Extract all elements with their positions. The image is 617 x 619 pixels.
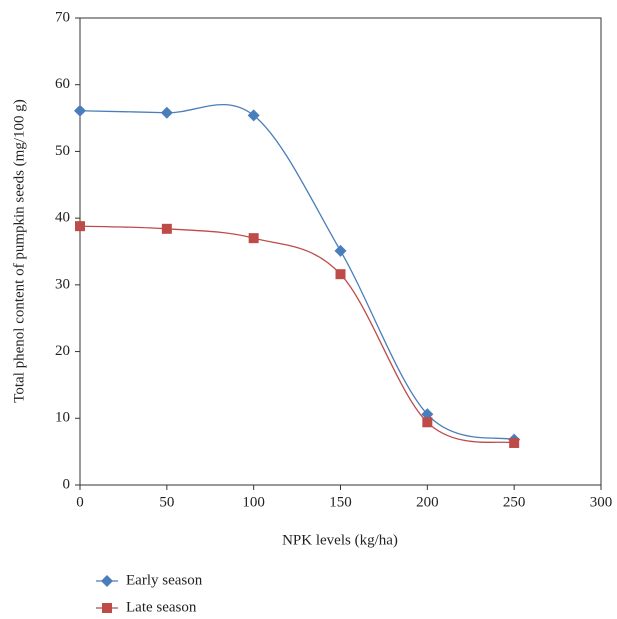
data-point (160, 106, 173, 119)
series-line (79, 225, 515, 444)
x-tick-label: 200 (416, 494, 439, 510)
data-point (161, 223, 172, 234)
y-tick-label: 70 (55, 9, 70, 25)
data-point (74, 104, 86, 117)
x-tick-label: 250 (503, 494, 526, 510)
data-point (75, 221, 85, 232)
y-tick-label: 10 (55, 410, 70, 426)
data-point (248, 233, 259, 244)
y-tick-label: 0 (63, 476, 71, 492)
x-tick-label: 150 (329, 494, 352, 510)
y-tick-label: 60 (55, 76, 70, 92)
x-tick-label: 0 (76, 494, 84, 510)
legend-label: Late season (126, 599, 197, 615)
y-tick-label: 30 (55, 276, 70, 292)
x-tick-label: 100 (242, 494, 265, 510)
data-point (335, 269, 346, 280)
legend-marker (102, 603, 112, 613)
y-tick-label: 50 (55, 143, 70, 159)
x-tick-label: 50 (159, 494, 174, 510)
series-line (79, 103, 515, 441)
data-point (247, 109, 260, 122)
data-point (421, 408, 434, 421)
y-tick-label: 20 (55, 343, 70, 359)
legend-marker (101, 575, 113, 587)
data-point (422, 417, 433, 428)
x-tick-label: 300 (590, 494, 613, 510)
y-axis-label: Total phenol content of pumpkin seeds (m… (11, 99, 27, 402)
data-point (334, 244, 347, 257)
x-axis-label: NPK levels (kg/ha) (282, 532, 398, 548)
legend-label: Early season (126, 572, 203, 588)
y-tick-label: 40 (55, 210, 70, 226)
data-point (509, 437, 520, 448)
